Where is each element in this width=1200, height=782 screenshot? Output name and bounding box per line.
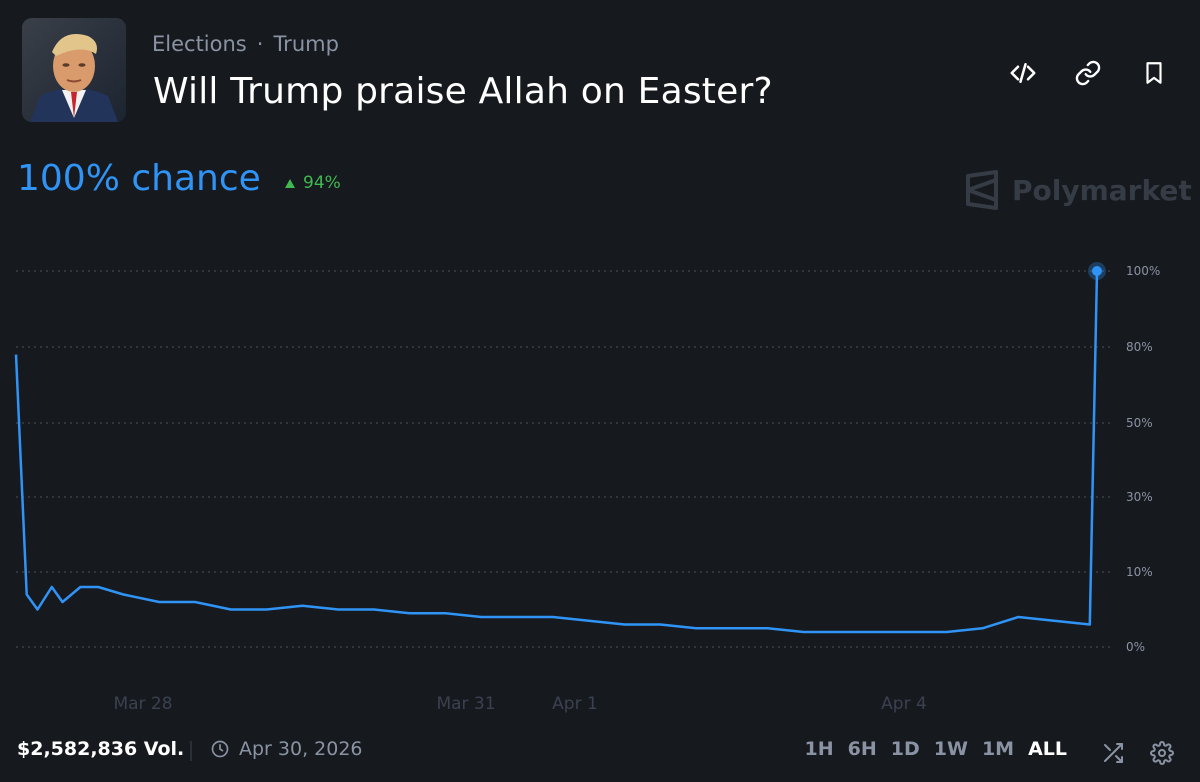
range-1m[interactable]: 1M <box>981 738 1015 760</box>
series-line <box>14 270 1099 634</box>
x-tick-label: Mar 31 <box>436 694 496 714</box>
x-tick-label: Apr 1 <box>552 694 598 714</box>
bookmark-button[interactable] <box>1137 56 1171 90</box>
embed-code-button[interactable] <box>1006 56 1040 90</box>
range-1w[interactable]: 1W <box>933 738 968 760</box>
y-tick-label: 30% <box>1126 490 1153 504</box>
chance-delta-value: 94% <box>303 173 341 193</box>
footer-divider <box>190 741 192 761</box>
shuffle-button[interactable] <box>1100 740 1126 766</box>
brand-name: Polymarket <box>1012 173 1192 207</box>
y-tick-label: 100% <box>1126 264 1161 278</box>
chance-delta: 94% <box>285 173 341 193</box>
clock-icon <box>211 740 229 758</box>
page-title: Will Trump praise Allah on Easter? <box>153 71 773 112</box>
breadcrumb-category[interactable]: Elections <box>152 32 247 56</box>
y-tick-label: 10% <box>1126 565 1153 579</box>
current-point <box>1092 266 1102 276</box>
chance-value: 100% chance <box>17 158 261 199</box>
volume-value: $2,582,836 Vol. <box>17 738 185 760</box>
link-icon <box>1075 60 1101 86</box>
brand-watermark: Polymarket <box>964 170 1192 210</box>
copy-link-button[interactable] <box>1071 56 1105 90</box>
y-tick-label: 0% <box>1126 640 1146 654</box>
range-6h[interactable]: 6H <box>847 738 877 760</box>
breadcrumb-separator: · <box>256 32 264 56</box>
range-all[interactable]: ALL <box>1028 738 1067 760</box>
shuffle-icon <box>1104 743 1123 763</box>
x-tick-label: Apr 4 <box>881 694 927 714</box>
breadcrumb-tag[interactable]: Trump <box>273 32 339 56</box>
bookmark-icon <box>1146 62 1162 84</box>
y-tick-label: 80% <box>1126 340 1153 354</box>
settings-button[interactable] <box>1149 740 1175 766</box>
chart-series <box>14 262 1106 634</box>
range-1d[interactable]: 1D <box>890 738 920 760</box>
market-image <box>22 18 126 122</box>
embed-code-icon <box>1010 63 1036 83</box>
breadcrumb: Elections · Trump <box>152 32 339 56</box>
up-triangle-icon <box>285 178 295 188</box>
range-1h[interactable]: 1H <box>804 738 834 760</box>
polymarket-logo-icon <box>966 170 998 210</box>
x-tick-label: Mar 28 <box>113 694 173 714</box>
end-date: Apr 30, 2026 <box>210 738 363 760</box>
gear-icon <box>1150 741 1174 765</box>
y-tick-label: 50% <box>1126 416 1153 430</box>
chart-grid <box>16 270 1112 648</box>
time-range-selector: 1H 6H 1D 1W 1M ALL <box>798 738 1075 760</box>
end-date-label: Apr 30, 2026 <box>239 738 363 760</box>
